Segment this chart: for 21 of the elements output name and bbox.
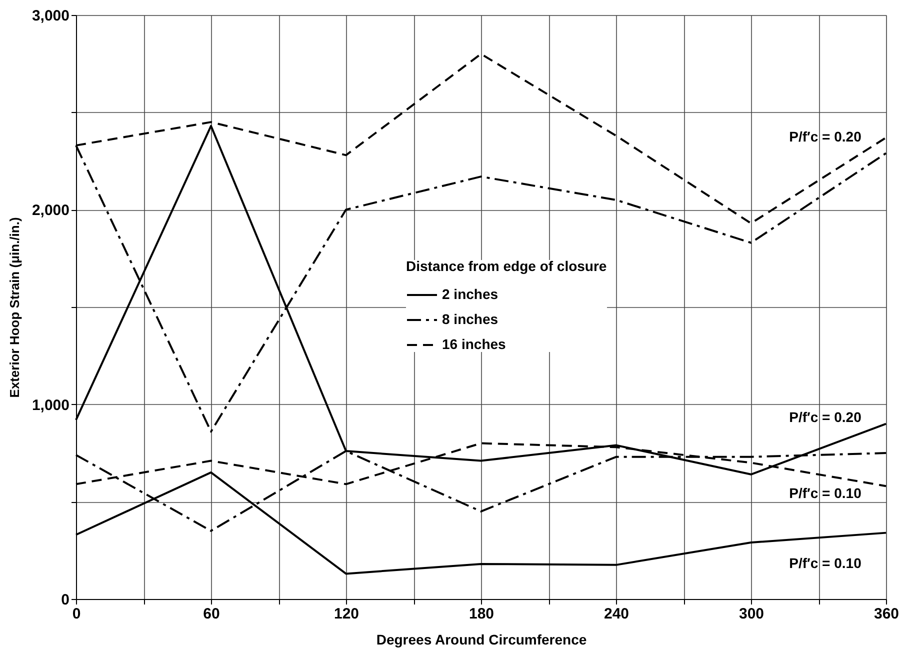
legend-label: 8 inches bbox=[442, 311, 498, 327]
legend-title: Distance from edge of closure bbox=[406, 258, 607, 274]
x-tick-label: 180 bbox=[468, 606, 494, 622]
annotation: P/f′c = 0.20 bbox=[789, 128, 862, 145]
y-tick-label: 2,000 bbox=[32, 202, 70, 220]
y-tick-label: 1,000 bbox=[32, 396, 70, 414]
annotation: P/f′c = 0.20 bbox=[789, 408, 862, 425]
legend-label: 16 inches bbox=[442, 336, 506, 352]
legend-label: 2 inches bbox=[442, 286, 498, 302]
x-tick-label: 240 bbox=[604, 606, 630, 622]
annotation: P/f′c = 0.10 bbox=[789, 554, 862, 571]
y-tick-label: 3,000 bbox=[32, 8, 70, 24]
x-tick-label: 360 bbox=[874, 606, 900, 622]
x-tick-label: 120 bbox=[334, 606, 360, 622]
y-tick-label: 0 bbox=[61, 592, 70, 608]
x-tick-label: 300 bbox=[738, 606, 764, 622]
x-tick-label: 0 bbox=[72, 606, 81, 622]
x-axis-title: Degrees Around Circumference bbox=[376, 632, 587, 648]
y-axis-title: Exterior Hoop Strain (μin./in.) bbox=[6, 217, 22, 398]
annotation: P/f′c = 0.10 bbox=[789, 484, 862, 501]
x-tick-label: 60 bbox=[203, 606, 220, 622]
